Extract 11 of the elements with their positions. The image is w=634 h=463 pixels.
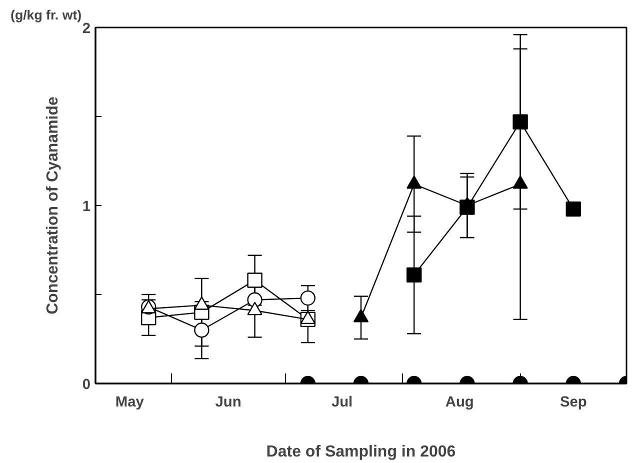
- x-tick-label: Jul: [331, 394, 353, 410]
- y-tick-label: 0: [82, 377, 91, 393]
- x-tick-label: Sep: [560, 394, 587, 410]
- x-axis-title: Date of Sampling in 2006: [266, 444, 456, 460]
- x-tick-label: May: [115, 394, 145, 410]
- x-tick-label: Aug: [445, 394, 474, 410]
- x-tick-label: Jun: [215, 394, 242, 410]
- y-axis-title: Concentration of Cyanamide: [44, 96, 62, 314]
- text: (g/kg fr. wt): [10, 8, 82, 22]
- y-tick-label: 1: [82, 199, 91, 215]
- y-tick-label: 2: [82, 21, 91, 37]
